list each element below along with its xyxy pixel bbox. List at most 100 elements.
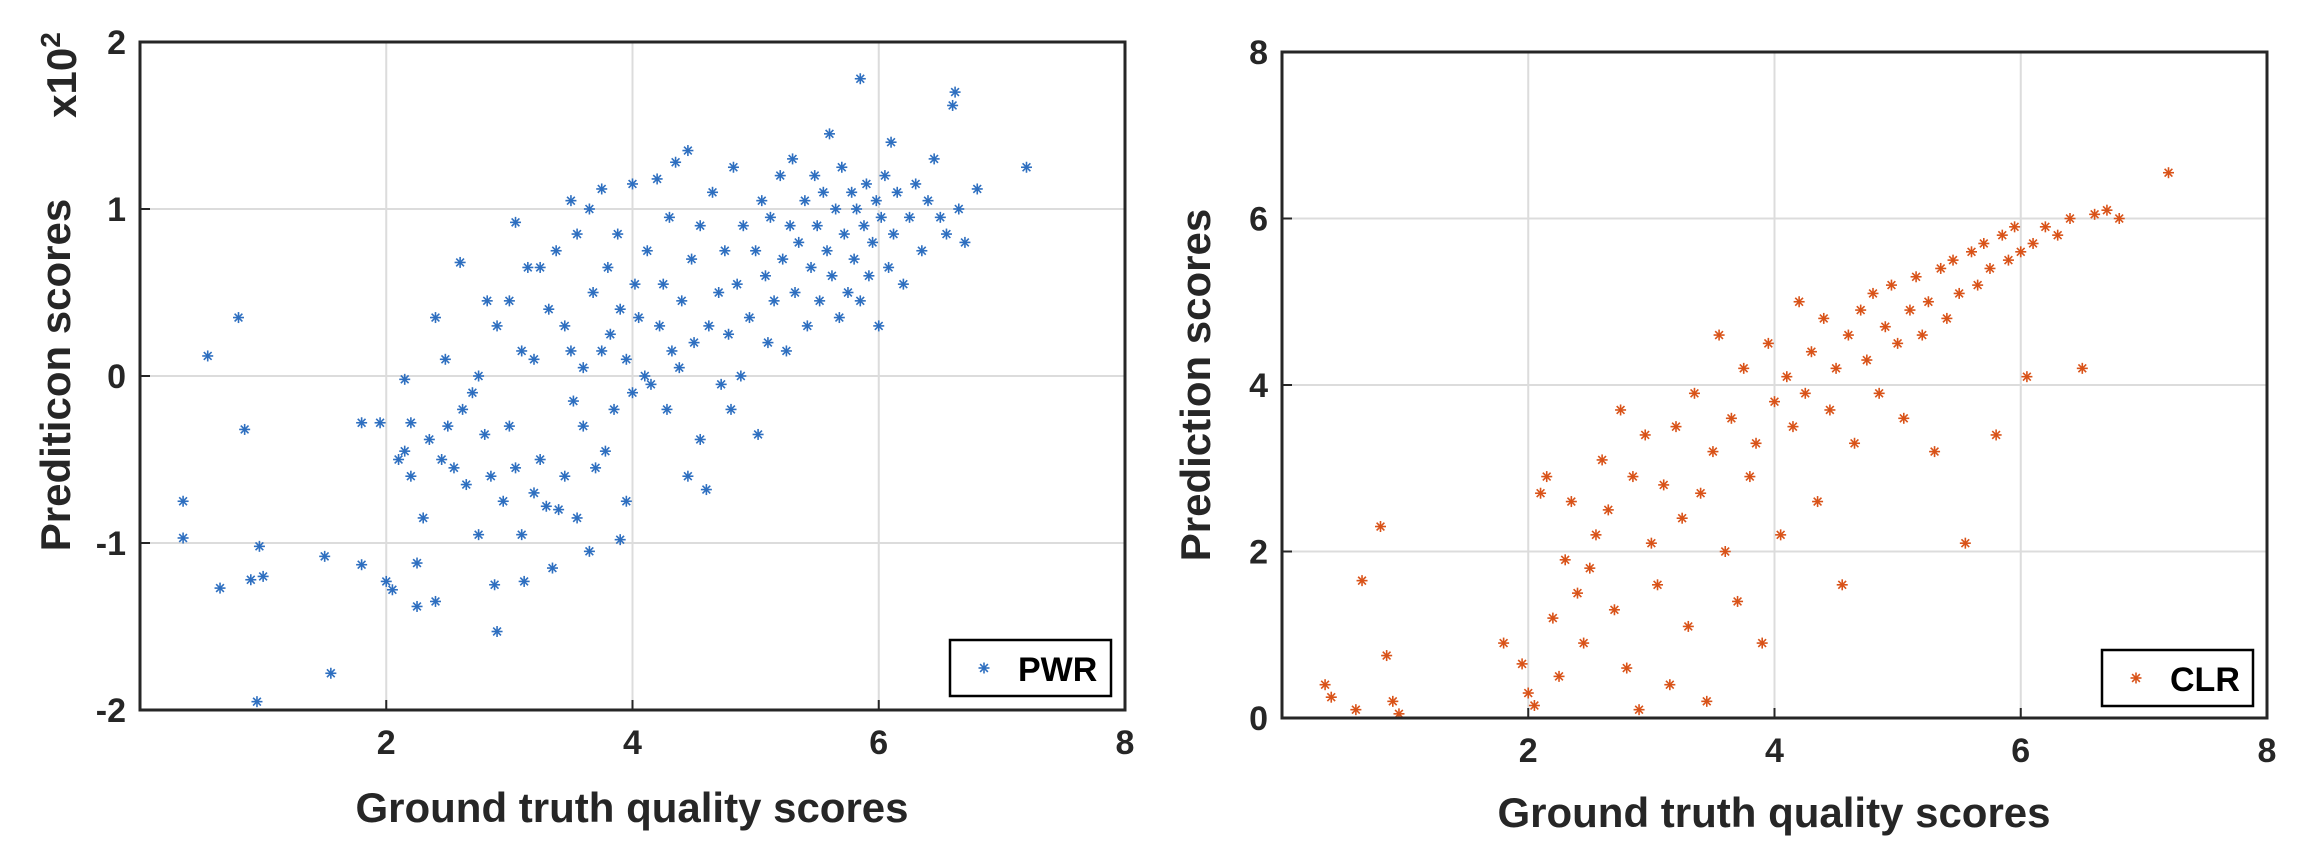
data-point-clr — [1855, 304, 1867, 316]
data-point-pwr — [682, 470, 694, 482]
data-point-pwr — [947, 99, 959, 111]
data-point-clr — [1781, 371, 1793, 383]
data-point-pwr — [814, 295, 826, 307]
x-tick-labels-pwr: 2 4 6 8 — [377, 700, 1134, 762]
data-point-pwr — [826, 270, 838, 282]
data-point-clr — [1627, 471, 1639, 483]
data-point-pwr — [620, 495, 632, 507]
data-point-pwr — [639, 370, 651, 382]
data-point-pwr — [715, 378, 727, 390]
data-point-pwr — [522, 261, 534, 273]
data-point-clr — [1676, 512, 1688, 524]
data-point-pwr — [694, 220, 706, 232]
data-point-pwr — [686, 253, 698, 265]
x-tick-labels-clr: 2 4 6 8 — [1519, 708, 2277, 770]
legend-marker-pwr — [978, 662, 990, 674]
data-point-pwr — [854, 295, 866, 307]
data-point-clr — [1701, 695, 1713, 707]
y-tick-labels-pwr: -2 -1 0 1 2 — [96, 24, 150, 730]
data-point-pwr — [891, 186, 903, 198]
data-point-clr — [1572, 587, 1583, 599]
data-point-pwr — [735, 370, 747, 382]
data-point-pwr — [546, 562, 558, 574]
data-point-pwr — [629, 278, 641, 290]
data-point-pwr — [953, 203, 965, 215]
data-point-pwr — [325, 667, 337, 679]
data-point-pwr — [854, 73, 866, 85]
data-point-clr — [1978, 237, 1990, 249]
data-point-pwr — [608, 403, 620, 415]
data-point-clr — [1953, 287, 1965, 299]
legend-box-pwr — [948, 638, 1113, 698]
data-point-pwr — [928, 153, 940, 165]
data-point-pwr — [627, 178, 638, 190]
data-point-clr — [1732, 595, 1744, 607]
x-tick-label: 6 — [869, 724, 888, 762]
data-point-pwr — [789, 287, 801, 298]
data-point-pwr — [466, 387, 478, 399]
data-point-pwr — [405, 417, 417, 429]
data-point-clr — [1621, 662, 1633, 674]
y-tick-label: 0 — [1249, 700, 1268, 738]
data-point-pwr — [663, 211, 675, 223]
data-point-pwr — [457, 403, 469, 415]
data-point-pwr — [491, 320, 503, 332]
data-point-clr — [1904, 304, 1916, 316]
data-point-clr — [1873, 387, 1885, 399]
data-point-pwr — [762, 337, 774, 349]
data-point-clr — [1769, 396, 1780, 408]
data-point-pwr — [657, 278, 669, 290]
data-point-pwr — [940, 228, 952, 240]
data-point-clr — [1325, 691, 1337, 703]
data-point-clr — [1381, 650, 1393, 662]
data-point-pwr — [583, 203, 595, 215]
x-tick-label: 2 — [377, 724, 396, 762]
data-point-pwr — [743, 312, 755, 324]
legend-label-pwr: PWR — [1018, 651, 1097, 689]
data-point-pwr — [405, 470, 417, 482]
y-tick-label: 0 — [107, 358, 126, 396]
data-point-pwr — [713, 287, 725, 298]
points-pwr — [177, 73, 1032, 708]
data-point-clr — [1713, 329, 1725, 341]
data-point-pwr — [497, 495, 509, 507]
data-point-pwr — [727, 161, 739, 173]
data-point-pwr — [676, 295, 688, 307]
data-point-pwr — [448, 462, 460, 474]
data-point-clr — [2002, 254, 2014, 266]
data-point-clr — [1990, 429, 2002, 441]
data-point-pwr — [571, 228, 583, 240]
data-point-clr — [1578, 637, 1590, 649]
data-point-clr — [1695, 487, 1707, 499]
data-point-pwr — [534, 261, 546, 273]
data-point-pwr — [439, 353, 451, 365]
data-point-clr — [1984, 262, 1996, 274]
x-tick-label: 4 — [623, 724, 642, 762]
data-point-pwr — [587, 287, 599, 298]
data-point-pwr — [645, 378, 657, 390]
data-point-pwr — [599, 445, 611, 457]
data-point-pwr — [777, 253, 789, 265]
data-point-clr — [1639, 429, 1651, 441]
data-point-clr — [1719, 546, 1731, 557]
data-point-clr — [1590, 529, 1602, 541]
data-point-clr — [1898, 412, 1910, 424]
data-point-clr — [2027, 237, 2039, 249]
data-point-pwr — [627, 387, 638, 399]
data-point-clr — [1947, 254, 1959, 266]
data-point-pwr — [614, 303, 626, 315]
data-point-clr — [1652, 579, 1664, 591]
x-tick-label: 8 — [2258, 732, 2277, 770]
data-point-clr — [1916, 329, 1928, 341]
data-point-pwr — [731, 278, 743, 290]
data-point-pwr — [787, 153, 799, 165]
data-point-clr — [1319, 679, 1331, 691]
y-tick-label: -2 — [96, 692, 126, 730]
data-point-pwr — [848, 253, 860, 265]
data-point-pwr — [824, 128, 835, 140]
x-tick-label: 2 — [1519, 732, 1538, 770]
data-point-pwr — [430, 312, 441, 324]
data-point-pwr — [436, 454, 448, 465]
data-point-pwr — [759, 270, 771, 282]
